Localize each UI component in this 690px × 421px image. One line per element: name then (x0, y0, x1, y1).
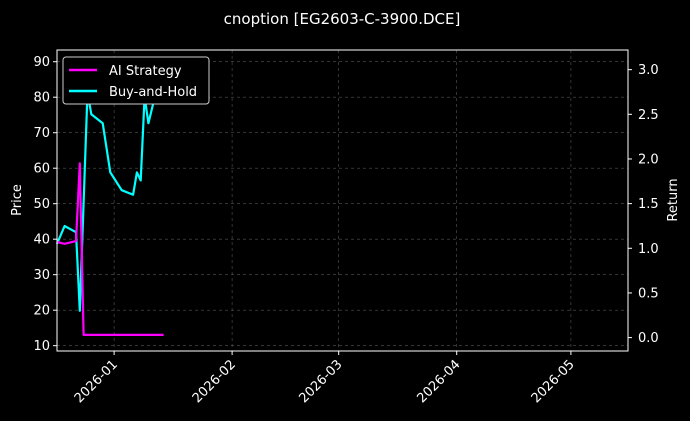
y-left-tick-label: 70 (33, 126, 50, 141)
y-right-tick-label: 2.5 (638, 108, 659, 123)
x-tick-label: 2026-03 (296, 357, 345, 406)
y-axis-left: 10 20 30 40 50 60 70 80 90 (33, 55, 57, 354)
series-line-ai-strategy (56, 162, 164, 336)
y-left-tick-label: 90 (33, 55, 50, 70)
y-right-tick-label: 2.0 (638, 152, 659, 167)
x-tick-label: 2026-01 (72, 357, 121, 406)
y-right-tick-label: 1.0 (638, 242, 659, 257)
y-right-tick-label: 0.5 (638, 286, 659, 301)
legend-label-buy-and-hold: Buy-and-Hold (109, 85, 197, 100)
y-axis-right: 0.0 0.5 1.0 1.5 2.0 2.5 3.0 (628, 63, 659, 346)
legend-label-ai-strategy: AI Strategy (109, 64, 182, 79)
series-layer (55, 85, 164, 336)
y-right-tick-label: 3.0 (638, 63, 659, 78)
y-left-tick-label: 50 (33, 197, 50, 212)
series-line-buy-and-hold (55, 85, 161, 312)
y-left-tick-label: 60 (33, 162, 50, 177)
y-left-tick-label: 30 (33, 268, 50, 283)
legend-box (62, 56, 210, 105)
grid (57, 50, 628, 351)
y-left-tick-label: 40 (33, 233, 50, 248)
x-tick-label: 2026-04 (415, 357, 464, 406)
y-right-tick-label: 1.5 (638, 197, 659, 212)
x-axis: 2026-01 2026-02 2026-03 2026-04 2026-05 (72, 351, 578, 406)
y-left-tick-label: 10 (33, 339, 50, 354)
legend: AI Strategy Buy-and-Hold (62, 56, 210, 105)
plot-frame (56, 49, 629, 352)
y-left-tick-label: 20 (33, 304, 50, 319)
y-right-tick-label: 0.0 (638, 331, 659, 346)
x-tick-label: 2026-05 (529, 357, 578, 406)
chart-title: cnoption [EG2603-C-3900.DCE] (224, 10, 461, 28)
y-left-tick-label: 80 (33, 91, 50, 106)
y-axis-left-label: Price (10, 184, 25, 216)
y-axis-right-label: Return (666, 178, 681, 221)
x-tick-label: 2026-02 (190, 357, 239, 406)
